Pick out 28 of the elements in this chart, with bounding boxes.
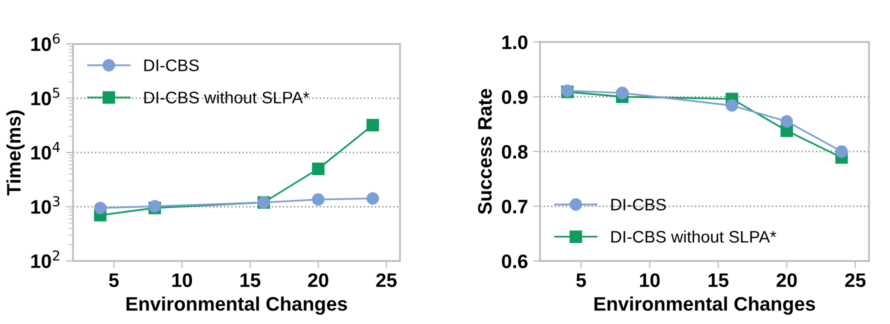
y-tick-label: 10$^{3}$	[31, 196, 60, 214]
x-tick-label: 20	[776, 273, 797, 288]
x-tick-label: 20	[308, 273, 328, 288]
y-tick-label: 0.9	[502, 90, 528, 104]
x-tick-label: 5	[109, 274, 119, 288]
x-tick-label: 25	[376, 273, 397, 288]
y-axis-title: Time(ms)	[6, 110, 25, 196]
y-tick-label: 10$^{4}$	[31, 142, 60, 160]
y-axis-title: Success Rate	[478, 88, 492, 214]
x-tick-label: 15	[240, 274, 260, 288]
legend-label: DI-CBS without SLPA*	[144, 91, 310, 104]
x-tick-label: 5	[576, 274, 586, 288]
legend-label: DI-CBS without SLPA*	[611, 230, 776, 243]
x-axis-title: Environmental Changes	[594, 296, 815, 315]
x-axis-title: Environmental Changes	[126, 296, 347, 315]
y-tick-label: 10$^{2}$	[31, 250, 60, 268]
legend-label: DI-CBS	[144, 59, 199, 72]
y-tick-label: 0.7	[502, 200, 528, 214]
x-tick-label: 10	[640, 273, 660, 288]
x-tick-label: 10	[172, 273, 192, 288]
legend-label: DI-CBS	[611, 198, 666, 211]
y-tick-label: 0.6	[502, 254, 528, 268]
x-tick-label: 15	[708, 274, 728, 288]
y-tick-label: 1.0	[502, 35, 528, 50]
y-tick-label: 10$^{5}$	[31, 88, 60, 106]
y-tick-label: 10$^{6}$	[31, 33, 60, 52]
y-tick-label: 0.8	[502, 144, 528, 159]
x-tick-label: 25	[845, 273, 866, 288]
